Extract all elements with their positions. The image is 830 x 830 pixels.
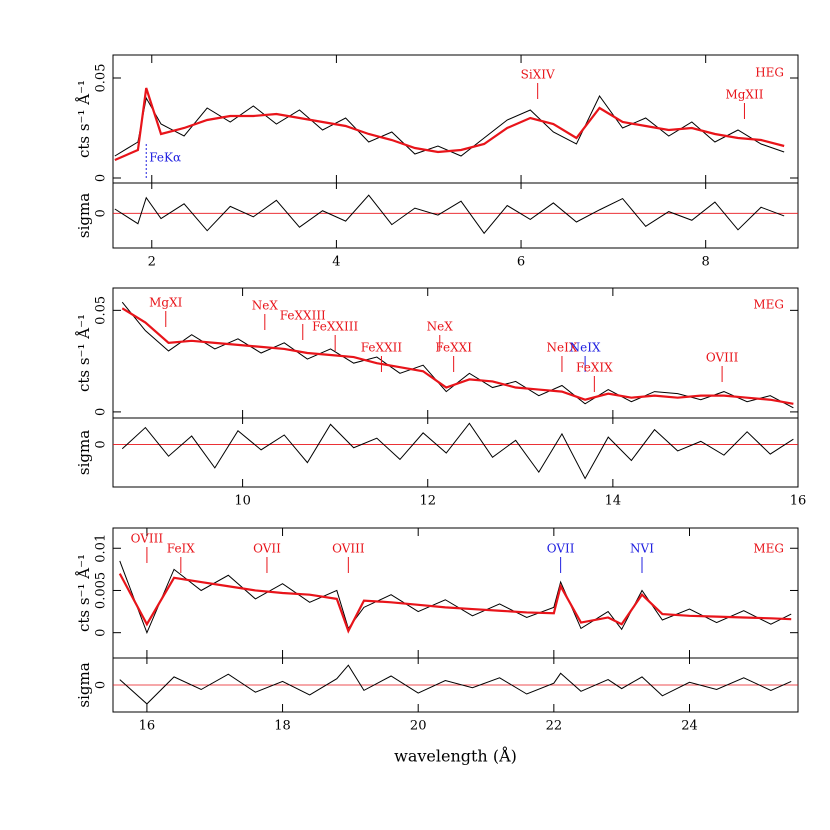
x-tick-label: 2 — [148, 255, 156, 270]
y-tick-label: 0 — [94, 629, 109, 637]
spectrum-frame — [112, 527, 799, 659]
x-tick-label: 16 — [139, 719, 156, 734]
line-label: NeIX — [570, 341, 601, 355]
x-axis-label: wavelength (Å) — [394, 746, 517, 766]
line-label: SiXIV — [521, 68, 555, 82]
line-label: FeXIX — [576, 361, 613, 375]
y-tick-label: 0.005 — [94, 572, 109, 609]
y-axis-label: cts s⁻¹ Å⁻¹ — [75, 314, 93, 392]
y-tick-label: 0.01 — [94, 534, 109, 563]
line-label: FeXXIII — [280, 309, 326, 323]
line-label: MgXII — [725, 88, 763, 102]
x-tick-label: 18 — [274, 719, 291, 734]
line-label: FeIX — [167, 542, 196, 556]
panel-label: MEG — [753, 542, 784, 556]
x-tick-label: 16 — [790, 494, 807, 509]
data-line — [114, 95, 785, 157]
x-tick-label: 4 — [332, 255, 340, 270]
residual-frame — [112, 417, 799, 488]
line-label: OVIII — [706, 351, 739, 365]
residual-tick-label: 0 — [94, 681, 109, 689]
line-label: NVI — [630, 542, 654, 556]
y-axis-label: cts s⁻¹ Å⁻¹ — [75, 554, 93, 632]
residual-axis-label: sigma — [75, 193, 93, 238]
line-label: OVIII — [131, 532, 164, 546]
line-label: FeXXI — [435, 341, 472, 355]
x-tick-label: 10 — [234, 494, 251, 509]
line-label: NeIX — [547, 341, 578, 355]
line-label: NeX — [427, 320, 454, 334]
data-line — [121, 301, 794, 409]
line-label: FeKα — [149, 151, 181, 165]
x-tick-label: 24 — [681, 719, 698, 734]
residual-frame — [112, 182, 799, 249]
model-line — [114, 87, 785, 162]
residual-tick-label: 0 — [94, 440, 109, 448]
y-tick-label: 0 — [94, 174, 109, 182]
line-label: OVIII — [332, 542, 365, 556]
line-label: FeXXII — [361, 341, 403, 355]
residual-tick-label: 0 — [94, 209, 109, 217]
x-tick-label: 20 — [410, 719, 427, 734]
x-tick-label: 12 — [419, 494, 436, 509]
x-tick-label: 8 — [702, 255, 710, 270]
residual-line — [121, 422, 794, 480]
line-label: OVII — [253, 542, 281, 556]
model-line — [121, 307, 794, 405]
panel-label: HEG — [755, 66, 784, 80]
residual-line — [114, 194, 785, 235]
x-tick-label: 6 — [517, 255, 525, 270]
residual-axis-label: sigma — [75, 662, 93, 707]
line-label: OVII — [547, 542, 575, 556]
y-axis-label: cts s⁻¹ Å⁻¹ — [75, 80, 93, 158]
x-tick-label: 22 — [546, 719, 563, 734]
residual-line — [119, 664, 792, 705]
y-tick-label: 0.05 — [94, 64, 109, 93]
residual-axis-label: sigma — [75, 430, 93, 475]
line-label: FeXXIII — [312, 320, 358, 334]
y-tick-label: 0.05 — [94, 296, 109, 325]
panel-label: MEG — [753, 298, 784, 312]
line-label: NeX — [252, 299, 279, 313]
line-label: MgXI — [149, 296, 183, 310]
data-line — [119, 560, 792, 635]
model-line — [118, 573, 792, 634]
x-tick-label: 14 — [605, 494, 622, 509]
y-tick-label: 0 — [94, 408, 109, 416]
